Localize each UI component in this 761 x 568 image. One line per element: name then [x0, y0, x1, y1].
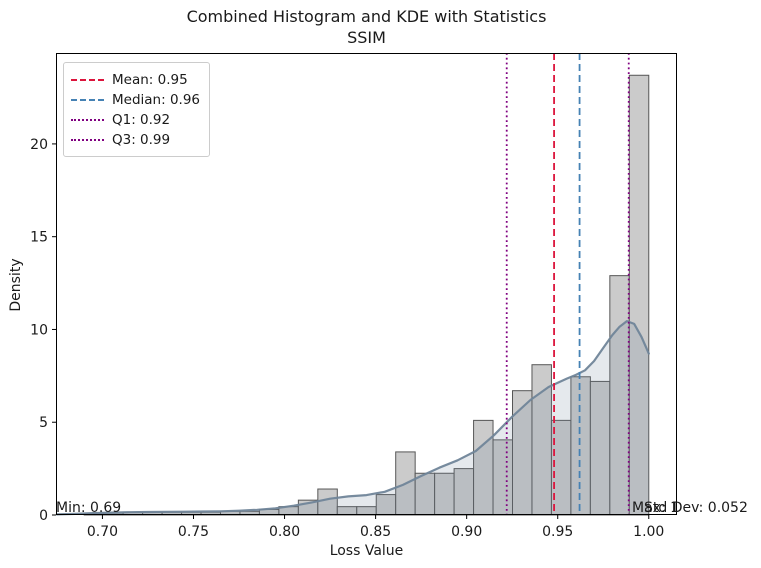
legend-item-q1: Q1: 0.92 — [71, 110, 203, 130]
stat-lines — [505, 53, 630, 515]
y-axis-label: Density — [8, 258, 24, 312]
annotation-stddev: Std Dev: 0.052 — [644, 500, 748, 516]
x-tick-label: 0.80 — [269, 524, 300, 540]
kde-fill — [56, 321, 649, 515]
legend-line-sample-median — [71, 99, 104, 101]
legend-item-q3: Q3: 0.99 — [71, 130, 203, 150]
y-tick-label: 20 — [30, 137, 48, 153]
x-tick-label: 0.95 — [542, 524, 573, 540]
y-tick-label: 5 — [39, 415, 48, 431]
legend-item-median: Median: 0.96 — [71, 90, 203, 110]
legend-line-sample-mean — [71, 79, 104, 81]
legend-item-mean: Mean: 0.95 — [71, 70, 203, 90]
histogram-bars — [83, 74, 650, 516]
axes-frame — [56, 53, 677, 515]
legend: Mean: 0.95 Median: 0.96 Q1: 0.92 Q3: 0.99 — [63, 62, 210, 157]
legend-label-mean: Mean: 0.95 — [112, 72, 188, 88]
x-axis-label: Loss Value — [329, 543, 404, 559]
y-tick-label: 0 — [39, 508, 48, 524]
annotation-max: Max: 1 — [632, 500, 680, 516]
legend-label-median: Median: 0.96 — [112, 92, 201, 108]
x-axis-ticks: 0.70 0.75 0.80 0.85 0.90 0.95 1.00 — [87, 515, 664, 540]
legend-line-sample-q1 — [71, 119, 104, 121]
kde-layer — [55, 320, 650, 516]
x-tick-label: 0.90 — [451, 524, 482, 540]
y-tick-label: 15 — [30, 230, 48, 246]
kde-line — [55, 320, 650, 516]
x-tick-label: 1.00 — [633, 524, 664, 540]
y-axis-ticks: 0 5 10 15 20 — [30, 137, 56, 524]
legend-line-sample-q3 — [71, 139, 104, 141]
x-tick-label: 0.75 — [178, 524, 209, 540]
chart-subtitle: SSIM — [347, 28, 386, 47]
legend-label-q1: Q1: 0.92 — [112, 112, 171, 128]
annotation-min: Min: 0.69 — [56, 500, 122, 516]
chart-title: Combined Histogram and KDE with Statisti… — [186, 7, 547, 26]
legend-label-q3: Q3: 0.99 — [112, 132, 171, 148]
x-tick-label: 0.85 — [360, 524, 391, 540]
x-tick-label: 0.70 — [87, 524, 118, 540]
y-tick-label: 10 — [30, 322, 48, 338]
